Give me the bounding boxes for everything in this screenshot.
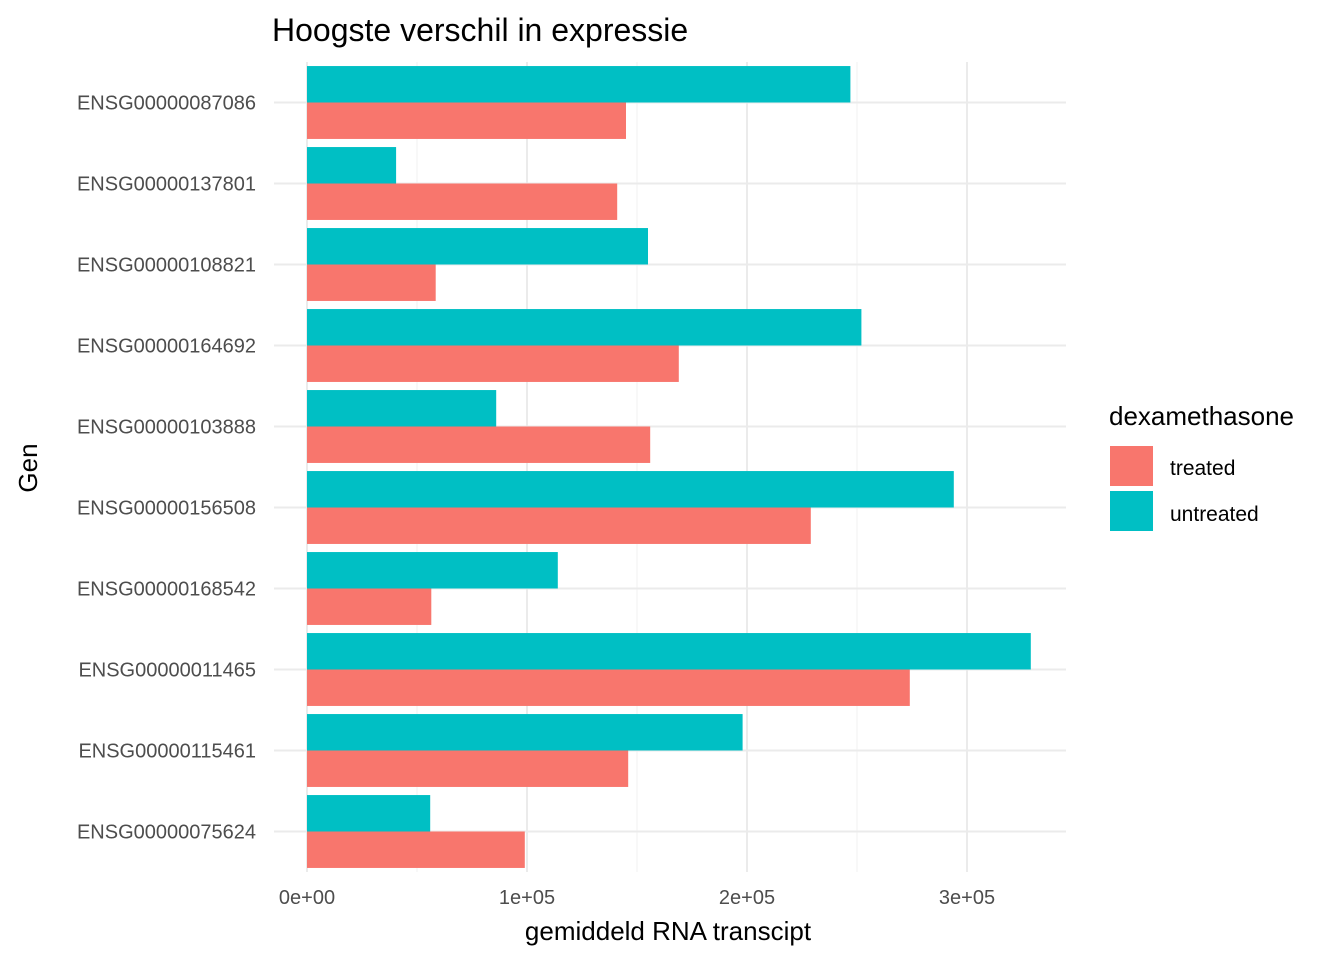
legend-swatch-treated <box>1110 446 1153 486</box>
bar-untreated <box>307 714 743 751</box>
y-tick-label: ENSG00000103888 <box>77 417 256 439</box>
y-tick-label: ENSG00000164692 <box>77 336 256 358</box>
legend-title: dexamethasone <box>1109 401 1294 431</box>
x-tick-label: 2e+05 <box>719 887 775 909</box>
bar-untreated <box>307 471 954 508</box>
bar-untreated <box>307 309 862 346</box>
bar-untreated <box>307 66 851 103</box>
y-tick-label: ENSG00000075624 <box>77 822 256 844</box>
y-tick-label: ENSG00000156508 <box>77 498 256 520</box>
y-tick-labels: ENSG00000087086 ENSG00000137801 ENSG000001… <box>77 93 256 844</box>
bar-treated <box>307 345 679 382</box>
x-axis-title: gemiddeld RNA transcipt <box>525 916 812 946</box>
bar-treated <box>307 831 525 868</box>
bar-treated <box>307 588 432 625</box>
bar-treated <box>307 507 811 544</box>
y-tick-label: ENSG00000137801 <box>77 174 256 196</box>
bar-treated <box>307 264 436 301</box>
chart-title: Hoogste verschil in expressie <box>272 12 688 48</box>
bar-untreated <box>307 228 648 265</box>
bar-treated <box>307 750 629 787</box>
x-tick-label: 1e+05 <box>499 887 555 909</box>
x-tick-label: 0e+00 <box>279 887 335 909</box>
x-tick-label: 3e+05 <box>939 887 995 909</box>
bar-untreated <box>307 795 431 832</box>
legend-label-untreated: untreated <box>1170 503 1259 526</box>
y-tick-label: ENSG00000011465 <box>78 660 256 682</box>
legend: dexamethasone treated untreated <box>1109 401 1294 531</box>
bars <box>307 66 1031 868</box>
bar-treated <box>307 669 910 706</box>
bar-untreated <box>307 147 397 184</box>
bar-treated <box>307 426 651 463</box>
legend-label-treated: treated <box>1170 457 1235 480</box>
y-tick-label: ENSG00000168542 <box>77 579 256 601</box>
legend-swatch-untreated <box>1110 491 1153 531</box>
y-tick-label: ENSG00000108821 <box>77 255 256 277</box>
y-tick-label: ENSG00000087086 <box>77 93 256 115</box>
bar-treated <box>307 183 618 220</box>
y-tick-label: ENSG00000115461 <box>78 741 256 763</box>
bar-untreated <box>307 390 497 427</box>
bar-untreated <box>307 633 1031 670</box>
bar-treated <box>307 102 626 139</box>
x-tick-labels: 0e+00 1e+05 2e+05 3e+05 <box>279 887 995 909</box>
y-axis-title: Gen <box>13 443 43 492</box>
bar-untreated <box>307 552 558 589</box>
